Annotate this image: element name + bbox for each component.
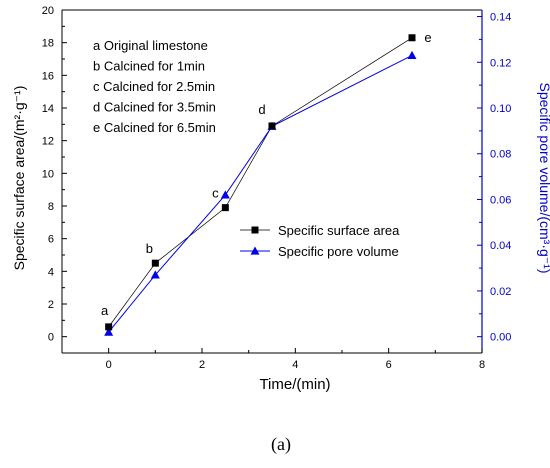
x-tick-label: 2 — [199, 359, 205, 371]
surface-area-point — [151, 259, 159, 267]
y-left-tick-label: 6 — [48, 234, 54, 246]
point-label: e — [424, 30, 431, 45]
legend-marker-surface — [251, 226, 259, 234]
series-layer: a b c d e — [101, 30, 432, 336]
y-left-tick-label: 12 — [42, 136, 54, 148]
y-left-tick-label: 16 — [42, 70, 54, 82]
y-right-tick-label: 0.00 — [490, 332, 511, 344]
legend: Specific surface area Specific pore volum… — [240, 223, 400, 259]
y-right-tick-label: 0.06 — [490, 194, 511, 206]
legend-label-surface: Specific surface area — [278, 223, 400, 238]
y-right-tick-label: 0.02 — [490, 286, 511, 298]
annotation-item: b Calcined for 1min — [93, 59, 205, 74]
x-axis-label: Time/(min) — [259, 376, 330, 393]
annotation-list: a Original limestone b Calcined for 1min c… — [93, 38, 216, 135]
y-right-tick-label: 0.12 — [490, 57, 511, 69]
y-left-tick-label: 8 — [48, 201, 54, 213]
y-left-tick-label: 14 — [42, 103, 54, 115]
y-left-tick-label: 4 — [48, 266, 54, 278]
pore-volume-point — [407, 50, 417, 60]
annotation-item: c Calcined for 2.5min — [93, 79, 215, 94]
y-right-tick-label: 0.14 — [490, 12, 511, 24]
pore-volume-point — [150, 270, 160, 279]
x-tick-label: 4 — [292, 359, 298, 371]
y-left-tick-label: 10 — [42, 168, 54, 180]
surface-area-point — [268, 122, 276, 130]
annotation-item: a Original limestone — [93, 38, 208, 53]
point-label: d — [258, 102, 265, 117]
x-tick-label: 6 — [386, 359, 392, 371]
pore-volume-point — [104, 327, 114, 336]
x-axis-ticks: 0 2 4 6 8 — [61, 348, 485, 371]
y-right-tick-label: 0.08 — [490, 149, 511, 161]
y-left-tick-label: 18 — [42, 38, 54, 50]
figure-caption: (a) — [271, 434, 291, 455]
point-label: c — [212, 186, 219, 201]
point-label: b — [146, 241, 153, 256]
legend-marker-pore — [250, 246, 260, 255]
y-left-tick-label: 2 — [48, 299, 54, 311]
point-label: a — [101, 303, 109, 318]
x-tick-label: 0 — [106, 359, 112, 371]
y-axis-left-label: Specific surface area/(m²·g⁻¹) — [11, 86, 27, 271]
surface-area-point — [408, 34, 416, 42]
y-left-tick-label: 20 — [42, 5, 54, 17]
y-right-tick-label: 0.04 — [490, 240, 511, 252]
legend-label-pore: Specific pore volume — [278, 244, 399, 259]
right-axis-ticks: 0.00 0.02 0.04 0.06 0.08 0.10 0.12 0.14 — [477, 12, 511, 344]
left-axis-ticks: 0 2 4 6 8 10 12 14 16 18 20 — [42, 5, 67, 344]
surface-area-point — [221, 204, 229, 212]
axes — [61, 9, 483, 354]
pore-volume-point — [220, 190, 230, 199]
y-left-tick-label: 0 — [48, 332, 54, 344]
surface-area-point — [105, 323, 113, 331]
annotation-item: d Calcined for 3.5min — [93, 100, 216, 115]
annotation-item: e Calcined for 6.5min — [93, 120, 216, 135]
x-tick-label: 8 — [479, 359, 485, 371]
y-right-tick-label: 0.10 — [490, 103, 511, 115]
series-pore-volume-line — [108, 54, 413, 333]
y-axis-right-label: Specific pore volume/(cm³·g⁻¹) — [537, 83, 550, 274]
